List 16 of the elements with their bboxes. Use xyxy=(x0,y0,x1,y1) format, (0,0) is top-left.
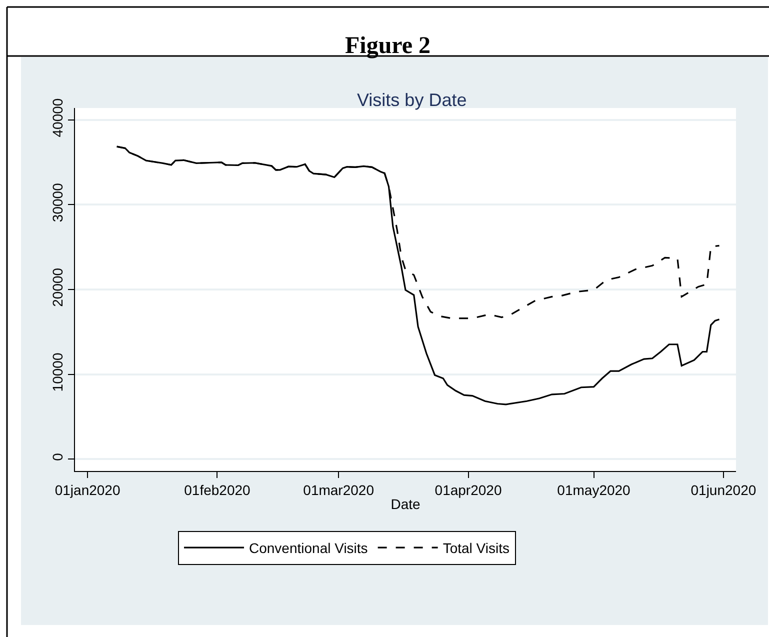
x-tick-label: 01mar2020 xyxy=(303,482,374,498)
legend-label: Conventional Visits xyxy=(249,540,368,556)
y-tick-label: 0 xyxy=(49,452,66,461)
chart-title: Figure 2 xyxy=(345,33,431,59)
x-tick-label: 01jun2020 xyxy=(690,482,756,498)
y-tick-label: 40000 xyxy=(49,98,66,138)
y-tick-label: 10000 xyxy=(49,352,66,392)
legend-label: Total Visits xyxy=(442,540,510,556)
x-tick-label: 01may2020 xyxy=(557,482,631,498)
x-tick-label: 01feb2020 xyxy=(184,482,251,498)
x-tick-label: 01jan2020 xyxy=(54,482,120,498)
x-tick-label: 01apr2020 xyxy=(434,482,502,498)
x-axis-title: Date xyxy=(390,496,420,512)
y-tick-label: 30000 xyxy=(49,182,66,222)
chart-subtitle: Visits by Date xyxy=(357,90,467,110)
y-tick-label: 20000 xyxy=(49,268,66,307)
